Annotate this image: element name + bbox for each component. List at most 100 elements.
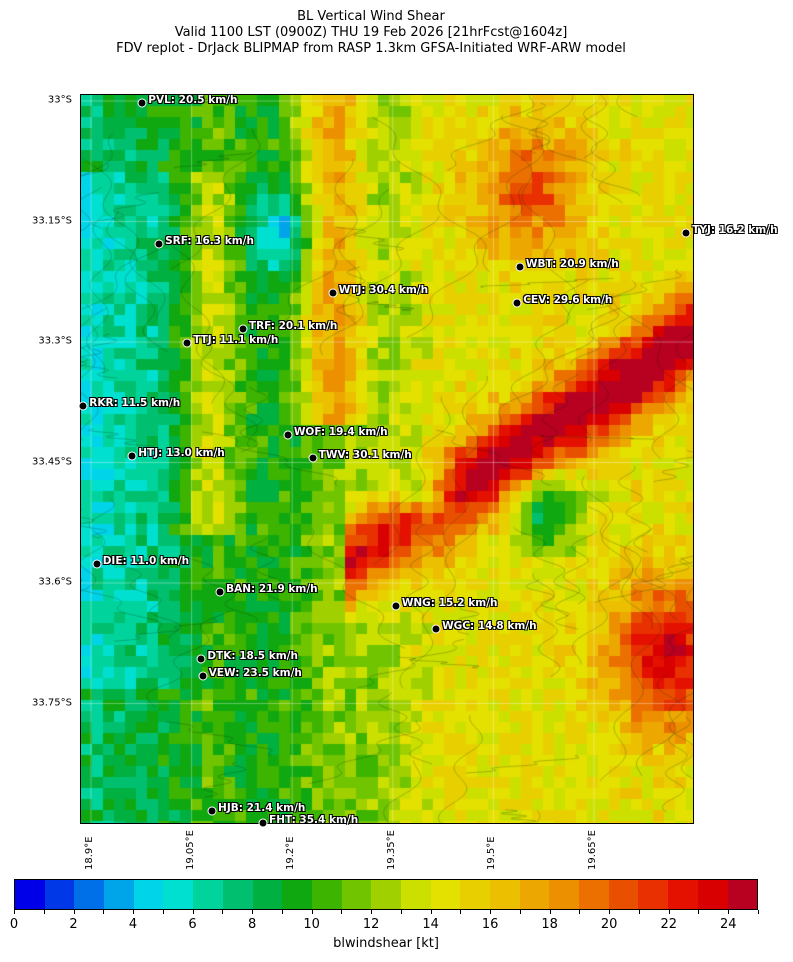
station-dot-icon [681,228,691,238]
colorbar-tick [43,910,45,914]
station-label: WTJ: 30.4 km/h [338,283,429,296]
lat-tick-label: 33°S [47,94,72,106]
colorbar-tick-label: 10 [303,917,320,932]
colorbar-bin [252,880,283,909]
colorbar-tick [311,910,313,914]
colorbar-tick-label: 18 [541,917,558,932]
colorbar-bin [15,880,45,909]
colorbar-bin [222,880,253,909]
station-dot-icon [283,430,293,440]
station-label: CEV: 29.6 km/h [523,294,613,307]
station-dot-icon [391,601,401,611]
station-label: SRF: 16.3 km/h [165,234,254,247]
lat-tick-label: 33.3°S [38,335,72,347]
colorbar-bin [579,880,609,909]
colorbar-tick-label: 0 [9,917,19,932]
lon-tick-label: 19.05°E [184,830,196,870]
colorbar-bin [74,880,105,909]
wind-shear-map [80,94,694,824]
colorbar-tick [73,910,75,914]
station-label: HTJ: 13.0 km/h [138,446,225,459]
colorbar-bin [430,880,461,909]
station-label: VEW: 23.5 km/h [208,666,302,679]
station-label: WNG: 15.2 km/h [401,597,498,610]
colorbar-tick [519,910,521,914]
colorbar-bin [608,880,639,909]
lat-tick-label: 33.45°S [32,456,72,467]
colorbar-tick [14,910,15,914]
colorbar-tick [430,910,432,914]
station-label: TWV: 30.1 km/h [318,449,412,462]
station-label: RKR: 11.5 km/h [89,397,181,410]
colorbar-tick-label: 6 [188,917,197,932]
lat-tick-label: 33.15°S [32,215,72,226]
station-label: WOF: 19.4 km/h [293,425,388,438]
colorbar-bin [282,880,312,909]
station-dot-icon [182,338,192,348]
station-dot-icon [137,98,147,108]
colorbar-bin [104,880,134,909]
colorbar-bin [697,880,728,909]
station-dot-icon [207,806,217,816]
colorbar-tick [549,910,551,914]
colorbar-tick-label: 8 [247,917,257,932]
colorbar-tick [460,910,462,914]
colorbar-tick-label: 12 [362,917,380,932]
colorbar-tick [281,910,283,914]
colorbar-tick [698,910,700,914]
station-dot-icon [308,453,318,463]
colorbar-bin [371,880,401,909]
colorbar-bin [668,880,698,909]
station-dot-icon [515,262,525,272]
station-dot-icon [238,324,248,334]
colorbar-bin [133,880,164,909]
station-dot-icon [78,401,88,411]
lat-tick-label: 33.75°S [32,697,72,708]
station-label: TTJ: 11.1 km/h [193,333,279,346]
colorbar-tick [341,910,343,914]
station-dot-icon [154,239,164,249]
colorbar-tick [162,910,164,914]
station-dot-icon [512,298,522,308]
colorbar-bin [400,880,431,909]
lat-tick-label: 33.6°S [38,576,72,588]
colorbar [14,879,758,910]
title-line-2: Valid 1100 LST (0900Z) THU 19 Feb 2026 [… [174,25,568,40]
station-label: WGC: 14.8 km/h [442,620,537,633]
station-label: FHT: 35.4 km/h [269,814,359,826]
station-dot-icon [215,587,225,597]
colorbar-tick [252,910,254,914]
colorbar-bin [311,880,342,909]
station-label: DTK: 18.5 km/h [207,650,298,663]
colorbar-bin [460,880,490,909]
station-dot-icon [198,671,208,681]
colorbar-bin [727,880,758,909]
colorbar-bin [163,880,194,909]
lon-tick-label: 19.35°E [385,830,397,870]
station-label: TYJ: 16.2 km/h [692,224,778,237]
colorbar-tick-label: 20 [600,917,618,932]
colorbar-tick [371,910,373,914]
colorbar-tick-label: 2 [69,917,78,932]
colorbar-tick-label: 24 [719,917,737,932]
lon-tick-label: 19.65°E [587,830,598,870]
colorbar-bin [638,880,669,909]
station-dot-icon [127,451,137,461]
station-label: DIE: 11.0 km/h [102,555,190,568]
station-label: PVL: 20.5 km/h [148,94,238,107]
colorbar-tick-label: 4 [128,917,138,932]
lon-tick-label: 18.9°E [84,836,95,870]
lon-tick-label: 19.2°E [285,836,297,870]
station-label: WBT: 20.9 km/h [525,258,619,271]
station-label: TRF: 20.1 km/h [248,319,338,332]
colorbar-tick [133,910,135,914]
colorbar-bin [549,880,580,909]
colorbar-bin [519,880,550,909]
colorbar-tick-label: 22 [660,917,677,932]
colorbar-tick-label: 16 [481,917,499,932]
colorbar-tick [490,910,492,914]
station-dot-icon [258,818,268,828]
title-line-1: BL Vertical Wind Shear [297,9,445,24]
title-line-3: FDV replot - DrJack BLIPMAP from RASP 1.… [116,41,626,56]
colorbar-bin [490,880,520,909]
